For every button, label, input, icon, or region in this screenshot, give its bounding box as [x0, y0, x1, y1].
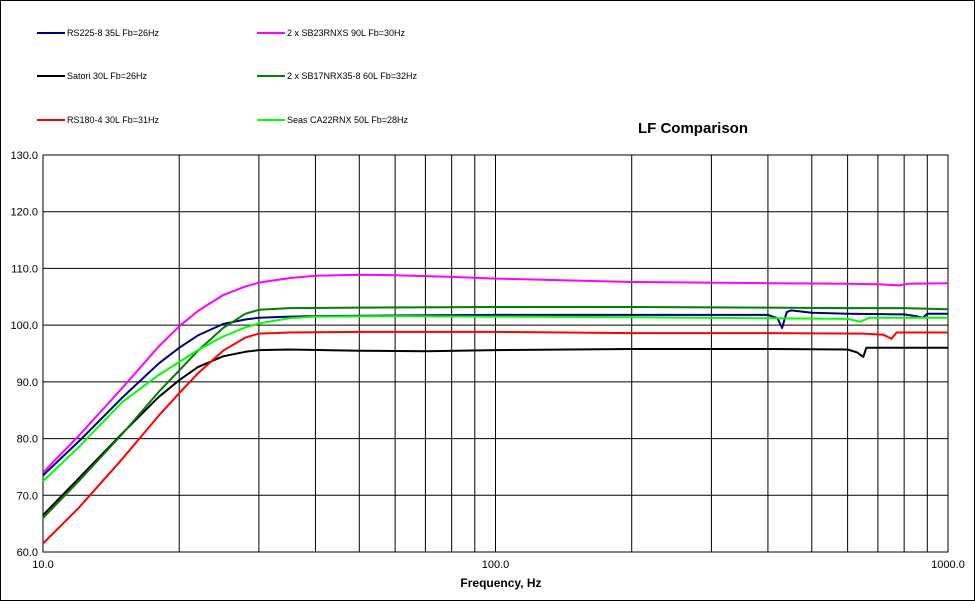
series-line-satori: [42, 346, 948, 516]
y-tick-label: 110.0: [11, 263, 38, 275]
y-tick-label: 90.0: [17, 377, 38, 389]
x-tick-label: 100.0: [482, 559, 510, 571]
legend-label-satori: Satori 30L Fb=26Hz: [67, 71, 147, 81]
y-tick-label: 60.0: [17, 547, 38, 559]
series-line-seas: [42, 315, 948, 482]
x-tick-labels: 10.0 100.0 1000.0: [32, 559, 965, 571]
series-line-rs180: [42, 330, 948, 545]
y-tick-label: 70.0: [17, 490, 38, 502]
y-tick-label: 80.0: [17, 434, 38, 446]
legend-label-seas: Seas CA22RNX 50L Fb=28Hz: [287, 115, 408, 125]
series-group: [42, 273, 949, 545]
y-tick-labels: 60.0 70.0 80.0 90.0 100.0 110.0 120.0 130.0: [10, 150, 38, 559]
y-tick-label: 100.0: [10, 320, 38, 332]
grid-lines: [43, 155, 948, 552]
legend-label-rs225: RS225-8 35L Fb=26Hz: [67, 28, 159, 38]
legend-label-rs180: RS180-4 30L Fb=31Hz: [67, 115, 159, 125]
x-axis-title: Frequency, Hz: [460, 576, 541, 590]
legend: RS225-8 35L Fb=26Hz 2 x SB23RNXS 90L Fb=…: [37, 28, 417, 125]
legend-label-sb17: 2 x SB17NRX35-8 60L Fb=32Hz: [287, 71, 417, 81]
y-tick-label: 120.0: [10, 207, 38, 219]
x-tick-label: 10.0: [32, 559, 53, 571]
y-tick-label: 130.0: [10, 150, 38, 162]
chart-title: LF Comparison: [638, 120, 748, 137]
legend-label-sb23: 2 x SB23RNXS 90L Fb=30Hz: [287, 28, 405, 38]
series-line-rs225: [42, 309, 948, 477]
series-line-sb23: [42, 273, 949, 474]
series-line-sb17: [42, 306, 949, 519]
x-tick-label: 1000.0: [931, 559, 965, 571]
